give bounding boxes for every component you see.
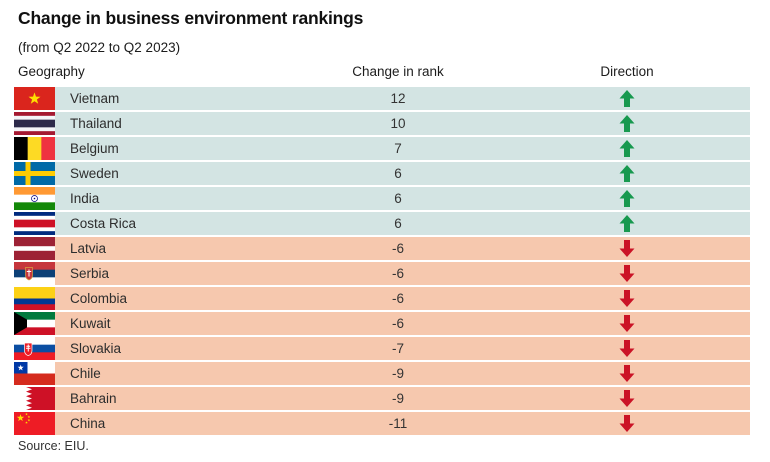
up-arrow-icon: [577, 215, 677, 232]
table-row: Serbia -6: [14, 262, 750, 285]
country-label: India: [70, 191, 100, 206]
column-header-geography: Geography: [18, 64, 85, 79]
up-arrow-icon: [577, 115, 677, 132]
change-in-rank-value: -6: [391, 266, 404, 281]
slovakia-flag-icon: [14, 337, 55, 360]
rankings-table: Vietnam 12 Thailand 10 Belgium 7 Sweden 6 India 6…: [14, 87, 750, 437]
down-arrow-icon: [577, 340, 677, 357]
table-row: Colombia -6: [14, 287, 750, 310]
china-flag-icon: [14, 412, 55, 435]
chart-subtitle: (from Q2 2022 to Q2 2023): [18, 40, 181, 55]
table-row: Chile -9: [14, 362, 750, 385]
change-in-rank-value: 6: [394, 191, 402, 206]
country-label: Chile: [70, 366, 101, 381]
table-row: Slovakia -7: [14, 337, 750, 360]
down-arrow-icon: [577, 365, 677, 382]
change-in-rank-value: -7: [391, 341, 404, 356]
change-in-rank-value: -6: [391, 291, 404, 306]
table-row: Bahrain -9: [14, 387, 750, 410]
change-in-rank-value: 12: [390, 91, 406, 106]
country-label: Sweden: [70, 166, 119, 181]
table-row: Latvia -6: [14, 237, 750, 260]
country-label: Belgium: [70, 141, 119, 156]
change-in-rank-value: 6: [394, 166, 402, 181]
change-in-rank-value: 7: [394, 141, 402, 156]
sweden-flag-icon: [14, 162, 55, 185]
country-label: Costa Rica: [70, 216, 137, 231]
change-in-rank-value: -6: [391, 241, 404, 256]
bahrain-flag-icon: [14, 387, 55, 410]
up-arrow-icon: [577, 90, 677, 107]
change-in-rank-value: -6: [391, 316, 404, 331]
kuwait-flag-icon: [14, 312, 55, 335]
down-arrow-icon: [577, 265, 677, 282]
belgium-flag-icon: [14, 137, 55, 160]
serbia-flag-icon: [14, 262, 55, 285]
up-arrow-icon: [577, 140, 677, 157]
country-label: Vietnam: [70, 91, 120, 106]
table-row: Vietnam 12: [14, 87, 750, 110]
india-flag-icon: [14, 187, 55, 210]
vietnam-flag-icon: [14, 87, 55, 110]
down-arrow-icon: [577, 315, 677, 332]
source-note: Source: EIU.: [18, 439, 89, 453]
table-row: Thailand 10: [14, 112, 750, 135]
costa-rica-flag-icon: [14, 212, 55, 235]
change-in-rank-value: 10: [390, 116, 406, 131]
up-arrow-icon: [577, 165, 677, 182]
change-in-rank-value: -11: [388, 416, 408, 431]
column-header-direction: Direction: [600, 64, 654, 79]
table-row: Sweden 6: [14, 162, 750, 185]
column-header-change-in-rank: Change in rank: [352, 64, 444, 79]
table-row: India 6: [14, 187, 750, 210]
page-title: Change in business environment rankings: [18, 8, 364, 28]
down-arrow-icon: [577, 240, 677, 257]
latvia-flag-icon: [14, 237, 55, 260]
colombia-flag-icon: [14, 287, 55, 310]
country-label: China: [70, 416, 106, 431]
up-arrow-icon: [577, 190, 677, 207]
table-row: Costa Rica 6: [14, 212, 750, 235]
country-label: Slovakia: [70, 341, 122, 356]
country-label: Serbia: [70, 266, 110, 281]
change-in-rank-value: -9: [391, 366, 404, 381]
change-in-rank-value: 6: [394, 216, 402, 231]
chile-flag-icon: [14, 362, 55, 385]
table-row: China -11: [14, 412, 750, 435]
country-label: Latvia: [70, 241, 107, 256]
table-row: Belgium 7: [14, 137, 750, 160]
country-label: Thailand: [70, 116, 122, 131]
down-arrow-icon: [577, 290, 677, 307]
country-label: Colombia: [70, 291, 128, 306]
thailand-flag-icon: [14, 112, 55, 135]
down-arrow-icon: [577, 415, 677, 432]
down-arrow-icon: [577, 390, 677, 407]
country-label: Kuwait: [70, 316, 111, 331]
change-in-rank-value: -9: [391, 391, 404, 406]
country-label: Bahrain: [70, 391, 117, 406]
table-row: Kuwait -6: [14, 312, 750, 335]
